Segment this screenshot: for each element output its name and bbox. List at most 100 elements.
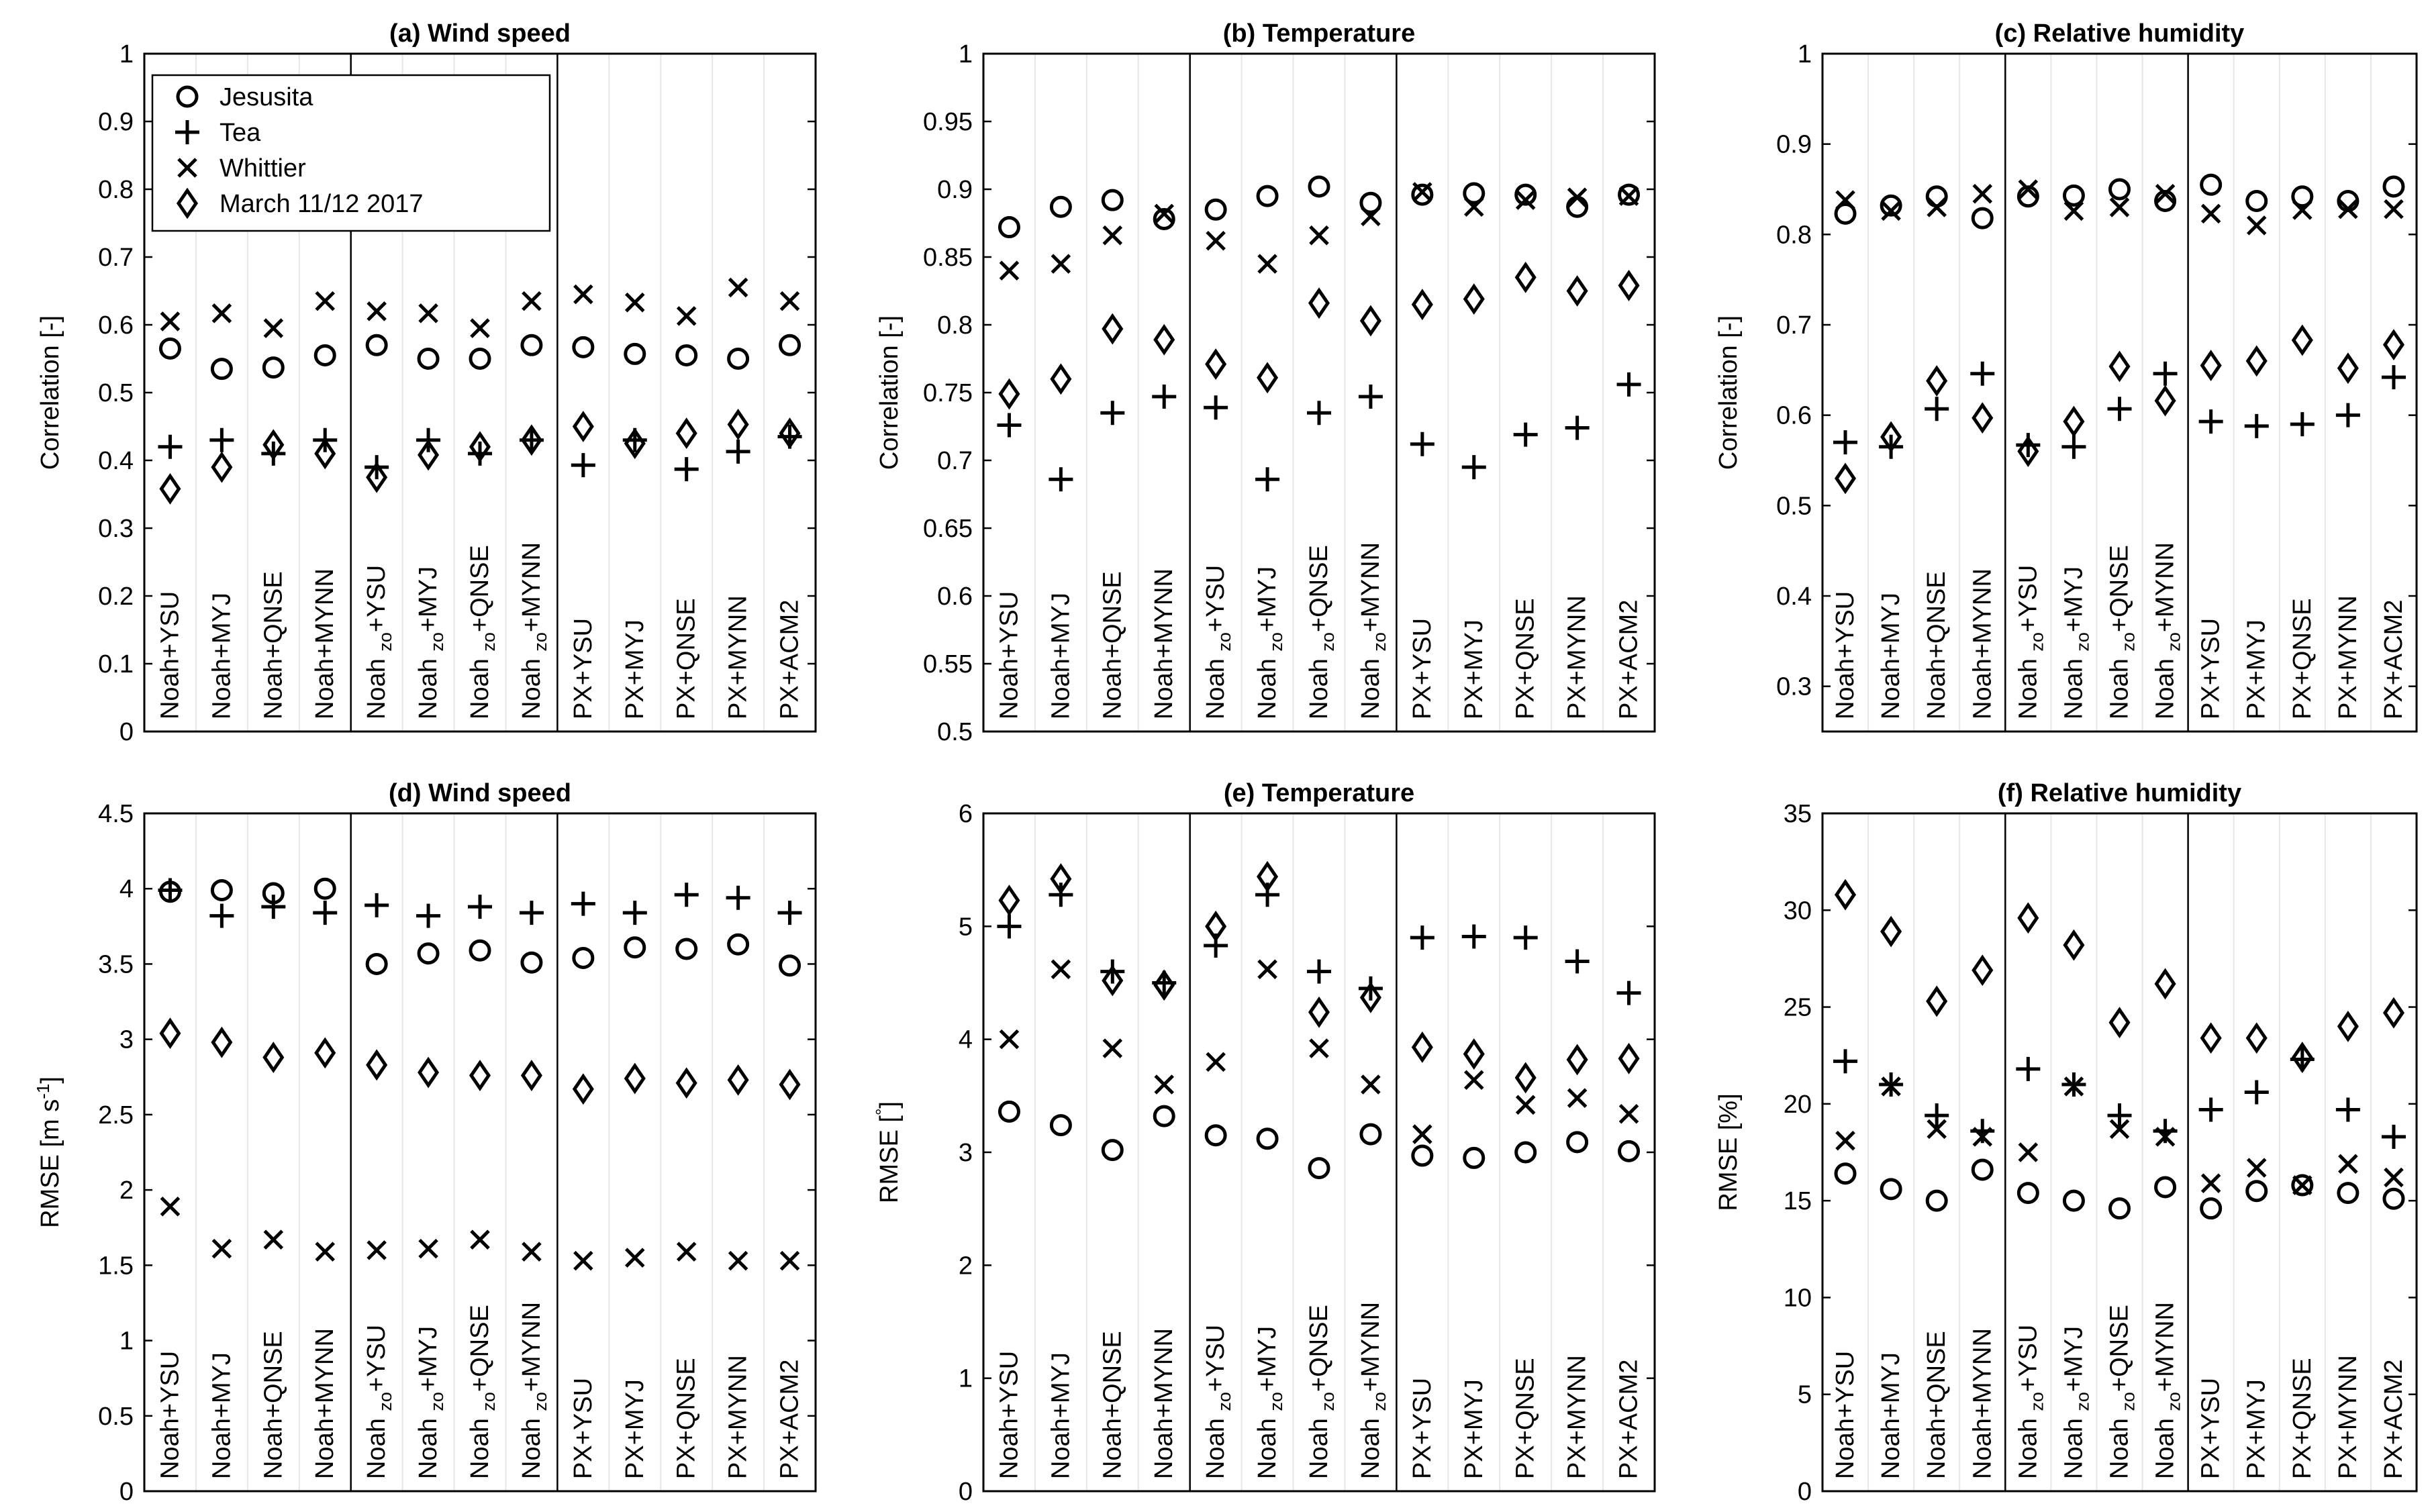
data-point-plus <box>674 883 699 907</box>
category-label-rest: +MYJ <box>621 619 649 685</box>
data-point-cross <box>2338 199 2358 219</box>
legend-label: Jesusita <box>220 83 313 111</box>
data-point-diamond <box>675 1067 697 1099</box>
series-cross <box>1835 1076 2404 1195</box>
category-label-sub: zo <box>375 632 395 652</box>
data-point-circle <box>624 936 646 959</box>
data-point-cross <box>779 1250 800 1271</box>
data-point-cross <box>2200 203 2221 224</box>
data-point-diamond <box>366 1049 388 1081</box>
chart-panel-6: 0 5 10 15 20 25 30 35 (f) Relative humidity RMSE … <box>1714 779 2418 1506</box>
data-point-diamond <box>2382 997 2404 1029</box>
y-tick-label: 4 <box>119 875 134 903</box>
data-point-plus <box>1565 415 1590 440</box>
data-point-circle <box>1880 194 1902 217</box>
data-point-diamond <box>418 1056 440 1089</box>
data-point-plus <box>1358 385 1383 409</box>
data-point-diamond <box>2291 324 2313 356</box>
data-point-circle <box>675 938 698 960</box>
category-label-base: Noah <box>518 1411 546 1479</box>
category-label-rest: +QNSE <box>673 1358 701 1445</box>
y-tick-label: 3 <box>119 1026 134 1054</box>
data-point-diamond <box>1257 860 1279 893</box>
category-label: PX+ACM2 <box>1615 1360 1643 1479</box>
data-point-cross <box>676 306 697 326</box>
data-point-plus <box>2153 361 2178 386</box>
category-label-base: Noah <box>1253 1411 1281 1479</box>
data-point-diamond <box>2291 1042 2313 1074</box>
category-label-sub: zo <box>2119 632 2139 652</box>
category-label-base: PX <box>2243 1445 2271 1479</box>
y-tick-label: 5 <box>1798 1381 1812 1409</box>
category-label-rest: +QNSE <box>673 598 701 685</box>
series-plus <box>1833 361 2406 459</box>
axes-box <box>143 812 817 1493</box>
data-point-cross <box>367 301 387 321</box>
category-label-base: Noah <box>207 658 236 719</box>
data-point-diamond <box>1880 915 1902 948</box>
data-point-circle <box>520 951 543 974</box>
category-label: Noah+MYNN <box>1150 1328 1178 1479</box>
y-tick-label: 3 <box>959 1139 973 1167</box>
category-label-rest: +YSU <box>156 591 184 658</box>
data-point-cross <box>1972 1127 1993 1147</box>
data-point-circle <box>2108 1197 2131 1220</box>
legend-label: March 11/12 2017 <box>220 190 424 218</box>
data-point-cross <box>1309 225 1329 246</box>
category-label: Noah+MYNN <box>311 568 339 719</box>
data-point-diamond <box>1972 954 1994 987</box>
axes-box <box>143 52 817 733</box>
y-tick-label: 0.8 <box>98 176 134 204</box>
category-label-sub: zo <box>1369 1392 1390 1411</box>
category-label-rest: +QNSE <box>2106 545 2134 632</box>
data-point-plus <box>2381 1124 2406 1149</box>
category-label-sub: zo <box>1214 632 1234 652</box>
data-point-cross <box>2246 215 2267 236</box>
data-point-cross <box>2384 199 2404 219</box>
category-label-sub: zo <box>1318 1392 1338 1411</box>
category-label-rest: +MYJ <box>1877 593 1905 658</box>
data-point-cross <box>2155 1127 2176 1147</box>
data-point-diamond <box>998 378 1020 410</box>
category-label: Noah zo+QNSE <box>1305 545 1338 719</box>
y-tick-label: 0.9 <box>1776 131 1812 159</box>
category-label-sub: zo <box>427 632 447 652</box>
data-point-plus <box>1410 432 1434 456</box>
data-point-circle <box>2291 1174 2314 1197</box>
y-axis-label-end: ] <box>875 1101 904 1109</box>
chart-panel-2: 0.5 0.55 0.6 0.65 0.7 0.75 0.8 0.85 0.9 0.95 1 (b) … <box>875 19 1656 746</box>
data-point-circle <box>624 342 646 365</box>
y-tick-label: 5 <box>959 913 973 941</box>
data-point-circle <box>2382 1187 2405 1210</box>
data-point-plus <box>2198 1097 2223 1122</box>
data-point-diamond <box>2337 352 2359 385</box>
category-label: Noah zo+YSU <box>2014 1325 2047 1479</box>
category-label-base: Noah <box>1047 1418 1075 1479</box>
category-label-rest: +MYJ <box>1460 619 1488 685</box>
category-label-base: Noah <box>1098 658 1126 719</box>
category-label-rest: +MYJ <box>1253 566 1281 632</box>
category-label-base: Noah <box>466 652 494 719</box>
category-label: PX+MYJ <box>2243 619 2271 719</box>
data-point-circle <box>1308 1157 1330 1180</box>
data-point-diamond <box>2154 968 2176 1000</box>
data-point-circle <box>1971 1158 1994 1181</box>
y-tick-label: 0.7 <box>937 447 973 475</box>
category-label-sub: zo <box>2164 1392 2184 1411</box>
y-tick-label: 25 <box>1784 994 1812 1022</box>
data-point-circle <box>572 336 595 358</box>
y-tick-label: 4 <box>959 1026 973 1054</box>
category-label-rest: +MYNN <box>1563 595 1592 685</box>
y-tick-label: 0 <box>119 1478 134 1506</box>
y-tick-label: 0.75 <box>923 379 973 407</box>
category-label: PX+QNSE <box>2288 598 2317 719</box>
y-tick-label: 0 <box>119 718 134 746</box>
y-tick-label: 0.6 <box>98 311 134 340</box>
data-point-cross <box>2063 1076 2084 1097</box>
data-point-cross <box>1257 959 1277 980</box>
y-tick-label: 1.5 <box>98 1252 134 1280</box>
data-point-cross <box>625 1248 645 1268</box>
data-point-cross <box>522 1242 542 1262</box>
category-label-rest: +YSU <box>1408 1378 1437 1445</box>
